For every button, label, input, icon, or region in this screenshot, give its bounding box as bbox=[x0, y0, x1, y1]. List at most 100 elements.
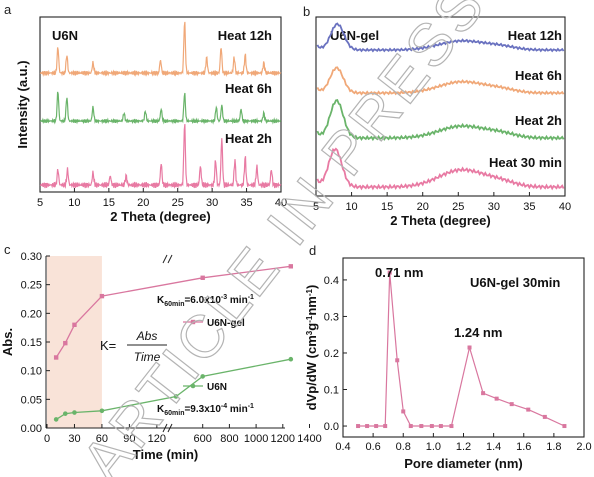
panel-a-frame bbox=[39, 16, 282, 193]
panel-b-series-3 bbox=[316, 99, 565, 142]
panel-c-point bbox=[63, 411, 68, 416]
panel-d-xtick-label: 1.8 bbox=[546, 441, 561, 453]
panel-b-series-1 bbox=[316, 22, 565, 53]
panel-d-xtick-label: 1.2 bbox=[456, 441, 471, 453]
panel-a-xtick-label: 15 bbox=[103, 197, 115, 209]
panel-d-ytick-label: 0.2 bbox=[324, 348, 339, 360]
panel-c-rate-u6n-part: min bbox=[227, 404, 248, 415]
panel-c: c 0.00 0.05 0.10 0.15 0.20 0.25 0.30 0 30 60 90 120 6… bbox=[0, 242, 322, 462]
panel-c-point bbox=[288, 356, 294, 362]
panel-d-xlabel: Pore diameter (nm) bbox=[404, 456, 522, 471]
panel-d-letter: d bbox=[309, 243, 316, 258]
panel-b: b 5 10 15 20 25 30 35 40 2 Theta (degree) U6N-gel H… bbox=[303, 4, 571, 228]
panel-a-series-label: Heat 2h bbox=[225, 131, 272, 146]
panel-a-series-1 bbox=[39, 21, 282, 78]
panel-c-ylabel: Abs. bbox=[0, 328, 15, 356]
panel-c-rate-u6n-part: -4 bbox=[221, 403, 227, 410]
panel-d-point bbox=[365, 424, 370, 429]
panel-a-series-label: Heat 6h bbox=[225, 81, 272, 96]
panel-c-xtick-label: 1000 bbox=[244, 433, 268, 445]
panel-d-ylabel-part: g bbox=[304, 323, 319, 331]
panel-b-xtick-label: 25 bbox=[452, 201, 464, 213]
panel-c-shaded-region bbox=[47, 256, 102, 428]
panel-a-series-2 bbox=[40, 91, 282, 125]
panel-d-point bbox=[387, 270, 392, 275]
panel-d-xtick-label: 0.4 bbox=[335, 441, 350, 453]
panel-b-xlabel: 2 Theta (degree) bbox=[390, 213, 490, 228]
panel-d-point bbox=[395, 358, 400, 363]
panel-c-point bbox=[173, 394, 179, 399]
panel-d-ylabel-part: 3 bbox=[305, 330, 314, 335]
panel-c-ytick-label: 0.30 bbox=[21, 251, 42, 263]
panel-a-series-label: Heat 12h bbox=[218, 28, 272, 43]
panel-c-rate-gel-part: K bbox=[157, 295, 165, 306]
panel-c-xtick-label: 30 bbox=[68, 433, 80, 445]
panel-d-ylabel-part: nm bbox=[304, 296, 319, 316]
panel-b-frame bbox=[315, 16, 566, 197]
panel-a-xtick-label: 25 bbox=[172, 197, 184, 209]
panel-a-xtick-label: 20 bbox=[137, 197, 149, 209]
panel-c-point bbox=[72, 410, 77, 415]
panel-c-axis-break bbox=[167, 423, 173, 433]
panel-c-axis-break bbox=[167, 254, 173, 264]
panel-d-point bbox=[419, 424, 424, 429]
panel-b-xtick-label: 35 bbox=[523, 201, 535, 213]
panel-c-xtick-label: 120 bbox=[148, 433, 166, 445]
panel-c-point bbox=[288, 264, 294, 269]
panel-c-ytick-label: 0.25 bbox=[21, 280, 42, 292]
panel-c-xlabel: Time (min) bbox=[133, 447, 199, 462]
panel-d-xtick-label: 1.6 bbox=[516, 441, 531, 453]
panel-c-rate-gel-part: min bbox=[227, 295, 248, 306]
panel-d-ylabel: dVp/dW (cm3g-1nm-1) bbox=[304, 285, 319, 411]
panel-c-xtick-label: 800 bbox=[220, 433, 238, 445]
panel-a-xtick-label: 5 bbox=[37, 197, 43, 209]
panel-c-ytick-label: 0.00 bbox=[21, 423, 42, 435]
panel-b-series-label: Heat 30 min bbox=[489, 155, 562, 170]
panel-c-xtick-label: 0 bbox=[44, 433, 50, 445]
panel-d-point bbox=[374, 424, 379, 429]
panel-c-rate-gel: K60min=6.0x10-3 min-1 bbox=[157, 294, 254, 308]
panel-d-title: U6N-gel 30min bbox=[470, 275, 560, 290]
panel-c-axis-break bbox=[162, 423, 168, 433]
panel-a-series-3 bbox=[39, 124, 282, 190]
panel-b-series-label: Heat 2h bbox=[515, 113, 562, 128]
panel-d-xtick-label: 0.8 bbox=[396, 441, 411, 453]
panel-d-ytick-label: 0.4 bbox=[324, 275, 339, 287]
panel-a-xtick-label: 10 bbox=[68, 197, 80, 209]
panel-c-rate-gel-part: -1 bbox=[248, 294, 254, 301]
panel-c-formula-k: K= bbox=[100, 338, 116, 353]
panel-d-peak-label: 0.71 nm bbox=[375, 265, 423, 280]
panel-a-xtick-label: 30 bbox=[206, 197, 218, 209]
panel-c-point bbox=[53, 355, 59, 360]
panel-d-point bbox=[449, 424, 454, 429]
panel-c-ytick-label: 0.05 bbox=[21, 394, 42, 406]
panel-d-point bbox=[481, 391, 486, 396]
panel-c-rate-gel-part: 60min bbox=[164, 301, 184, 308]
panel-c-ytick-label: 0.10 bbox=[21, 366, 42, 378]
panel-b-xtick-label: 15 bbox=[381, 201, 393, 213]
panel-c-point bbox=[200, 275, 205, 280]
panel-d-point bbox=[542, 414, 547, 419]
panel-c-formula-num: Abs bbox=[136, 329, 158, 343]
panel-c-legend-label: U6N-gel bbox=[207, 318, 245, 329]
panel-c-legend-marker bbox=[190, 319, 196, 325]
panel-b-series-label: Heat 6h bbox=[515, 68, 562, 83]
panel-b-xtick-label: 30 bbox=[488, 201, 500, 213]
panel-d: d 0.4 0.6 0.8 1.0 1.2 1.4 1.6 1.8 2.0 0.0 0.1 0.2 0.3… bbox=[304, 243, 592, 471]
panel-b-xtick-label: 40 bbox=[559, 201, 571, 213]
panel-d-xtick-label: 1.0 bbox=[426, 441, 441, 453]
panel-d-point bbox=[467, 345, 472, 350]
panel-d-point bbox=[356, 424, 361, 429]
panel-d-point bbox=[401, 409, 406, 414]
panel-d-ylabel-part: ) bbox=[304, 285, 319, 289]
panel-c-rate-u6n-part: -1 bbox=[248, 403, 254, 410]
panel-c-xtick-label: 60 bbox=[96, 433, 108, 445]
panel-d-ylabel-part: dVp/dW (cm bbox=[304, 335, 319, 410]
panel-d-peak-label: 1.24 nm bbox=[454, 325, 502, 340]
panel-d-ylabel-part: -1 bbox=[305, 315, 314, 323]
panel-d-ytick-label: 0.0 bbox=[324, 421, 339, 433]
panel-c-xtick-label: 600 bbox=[194, 433, 212, 445]
panel-d-point bbox=[509, 402, 514, 407]
panel-c-legend-marker bbox=[190, 383, 196, 389]
